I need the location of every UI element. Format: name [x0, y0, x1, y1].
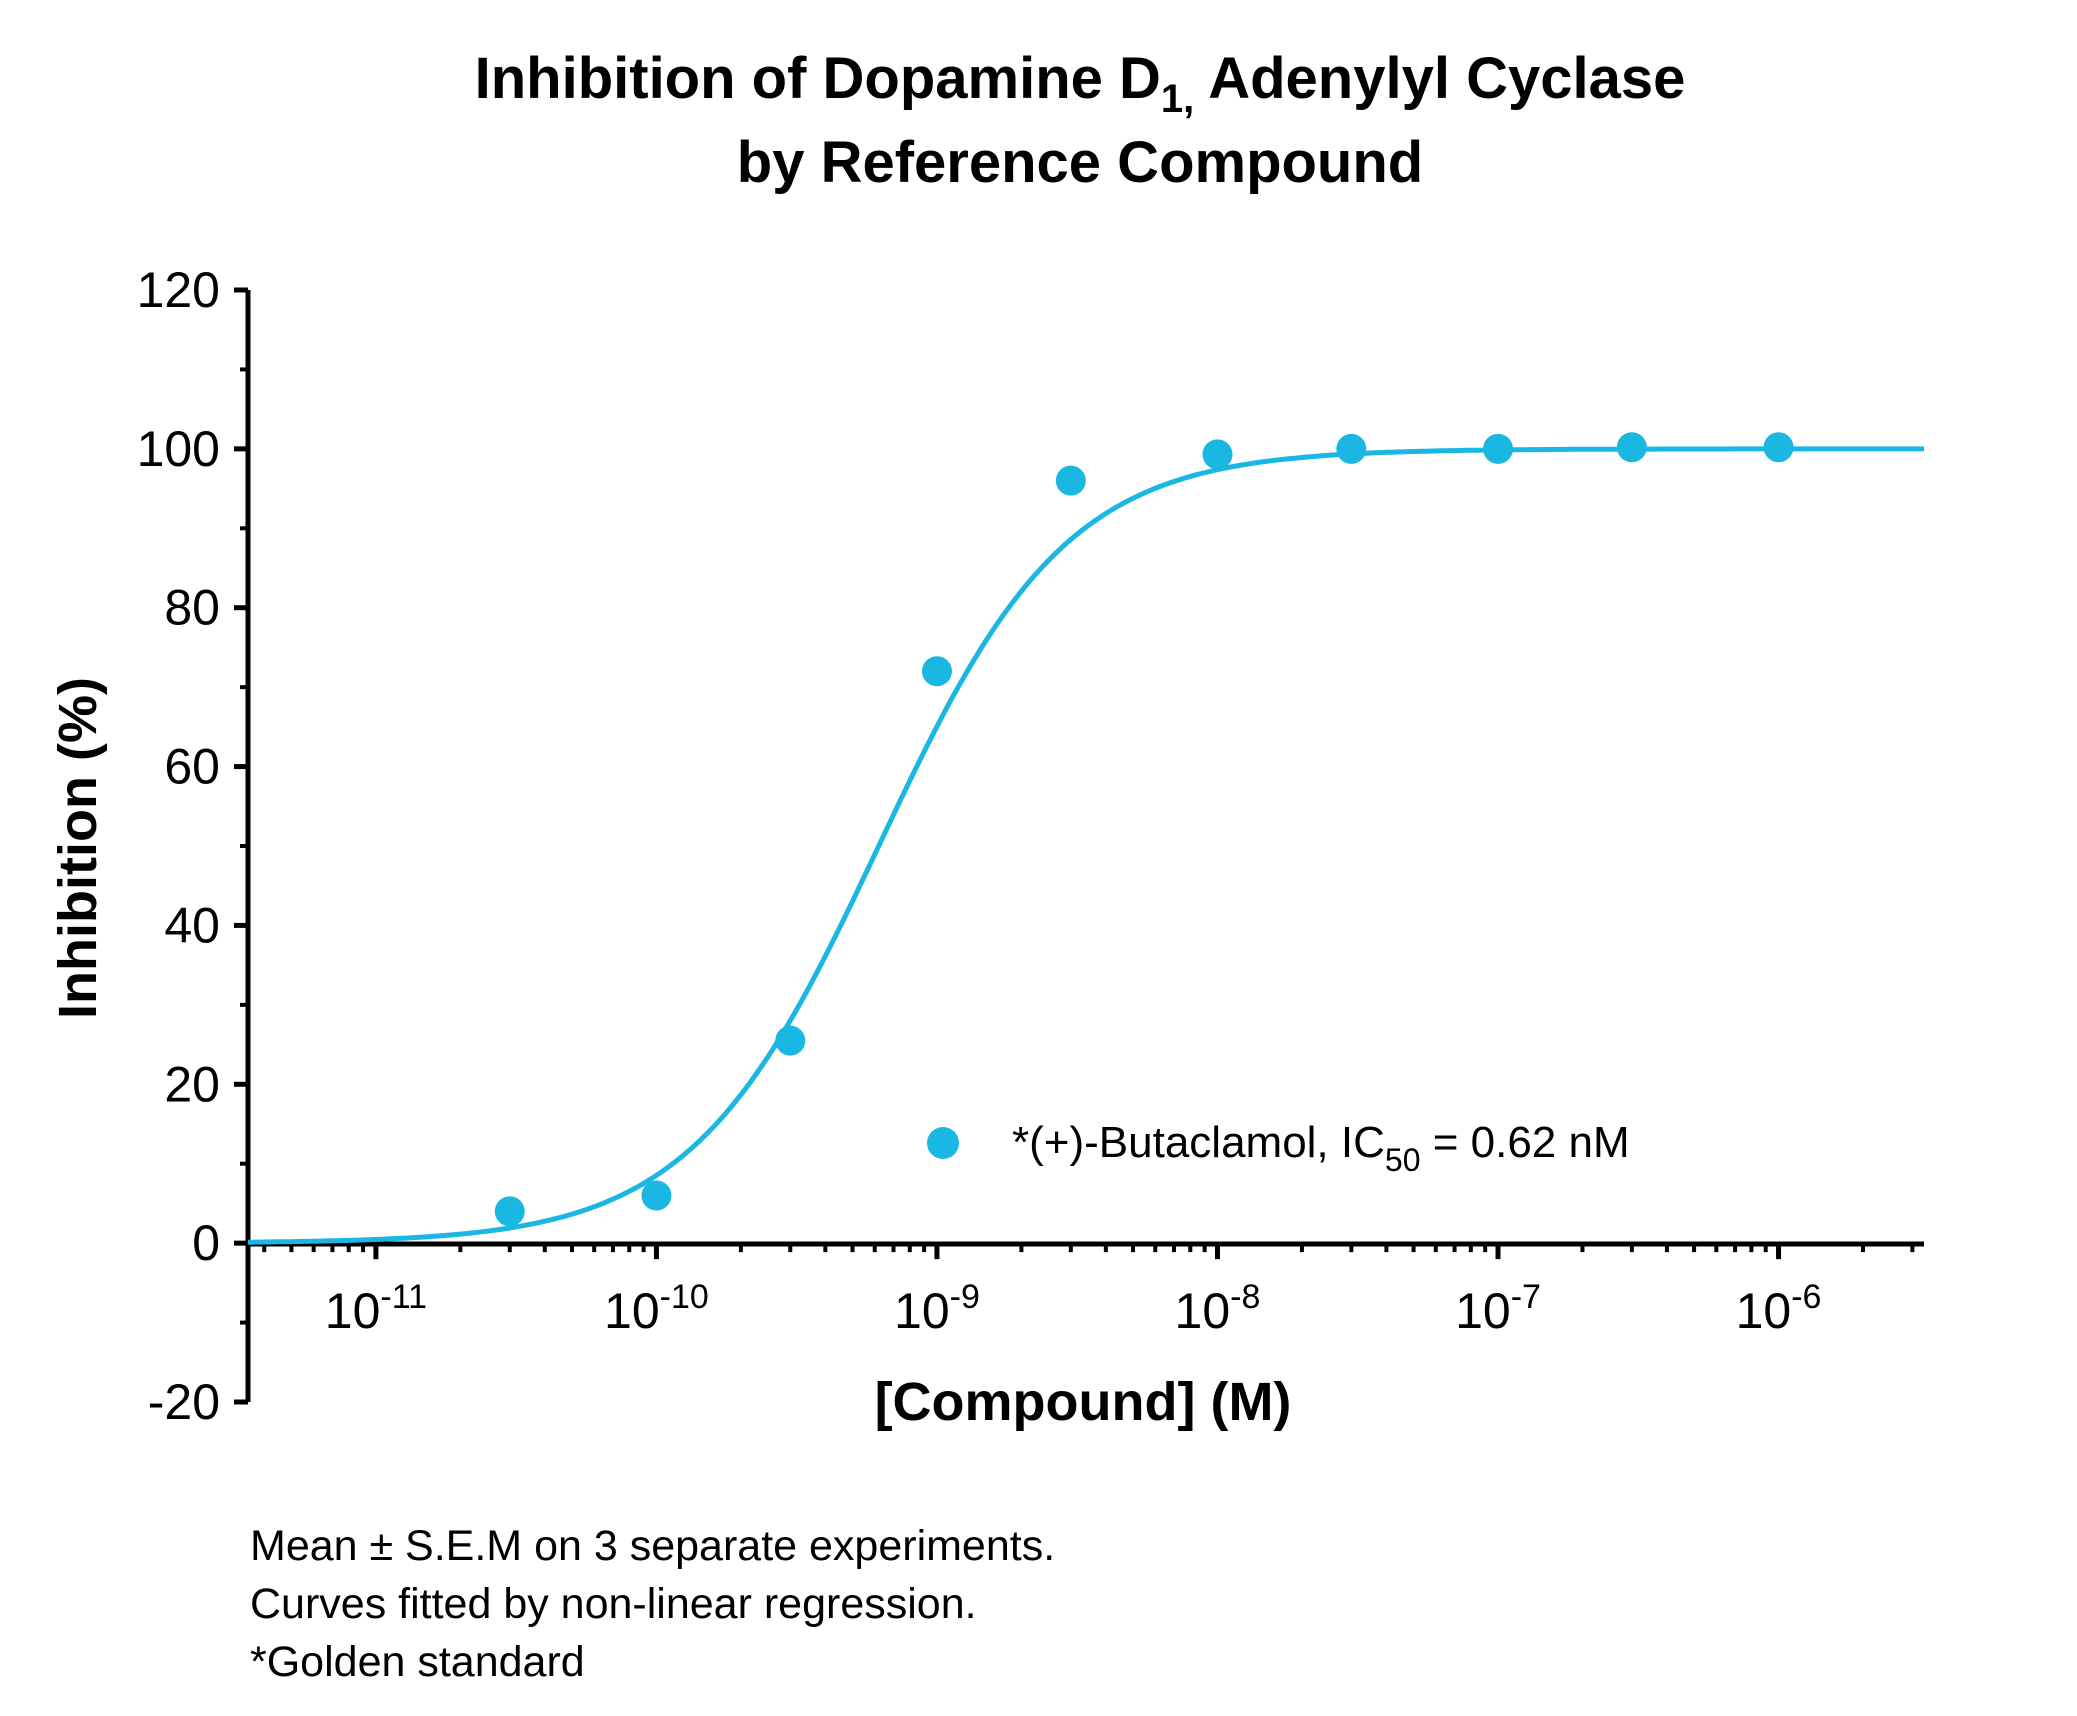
y-tick-label: 20: [164, 1056, 220, 1112]
chart-title-line2: by Reference Compound: [737, 130, 1423, 195]
legend-label-prefix: *(+)-Butaclamol, IC: [1012, 1118, 1385, 1167]
y-axis-ticks: -20 0 20 40 60 80 100 120: [137, 262, 248, 1430]
x-axis-title: [Compound] (M): [875, 1372, 1292, 1432]
legend: *(+)-Butaclamol, IC50 = 0.62 nM: [927, 1118, 1630, 1178]
chart-title-line1: Inhibition of Dopamine D1, Adenylyl Cycl…: [475, 46, 1686, 121]
chart-title-subscript: 1,: [1161, 77, 1194, 121]
data-point: [1336, 433, 1367, 464]
legend-label-suffix: = 0.62 nM: [1420, 1118, 1629, 1167]
y-tick-label: 80: [164, 580, 220, 636]
data-point: [921, 656, 952, 687]
x-tick-label: 10-8: [1175, 1278, 1261, 1339]
footnote-2: Curves fitted by non-linear regression.: [250, 1580, 977, 1628]
y-tick-label: 60: [164, 739, 220, 795]
legend-marker: [927, 1127, 959, 1159]
x-tick-label: 10-9: [894, 1278, 980, 1339]
footnote-1: Mean ± S.E.M on 3 separate experiments.: [250, 1522, 1055, 1570]
legend-label: *(+)-Butaclamol, IC50 = 0.62 nM: [1012, 1118, 1630, 1178]
data-points: [494, 432, 1794, 1227]
y-tick-label: 40: [164, 897, 220, 953]
data-point: [775, 1025, 806, 1056]
data-point: [494, 1196, 525, 1227]
data-point: [641, 1180, 672, 1211]
y-tick-label: 0: [192, 1215, 220, 1271]
y-tick-label: 100: [137, 421, 220, 477]
footnote-3: *Golden standard: [250, 1638, 585, 1686]
data-point: [1055, 465, 1086, 496]
data-point: [1763, 432, 1794, 463]
x-axis-ticks: 10-11 10-10 10-9 10-8 10-7 10-6: [262, 1243, 1915, 1339]
chart-title-prefix: Inhibition of Dopamine D: [475, 46, 1161, 111]
data-point: [1483, 433, 1514, 464]
y-axis-title: Inhibition (%): [48, 677, 108, 1019]
y-tick-label: 120: [137, 262, 220, 318]
x-tick-label: 10-6: [1736, 1278, 1822, 1339]
data-point: [1616, 432, 1647, 463]
x-tick-label: 10-7: [1455, 1278, 1541, 1339]
chart-title-suffix: Adenylyl Cyclase: [1194, 46, 1685, 111]
x-tick-label: 10-11: [325, 1278, 427, 1339]
legend-label-subscript: 50: [1385, 1142, 1421, 1178]
x-tick-label: 10-10: [604, 1278, 709, 1339]
data-point: [1202, 439, 1233, 470]
y-tick-label: -20: [148, 1374, 220, 1430]
